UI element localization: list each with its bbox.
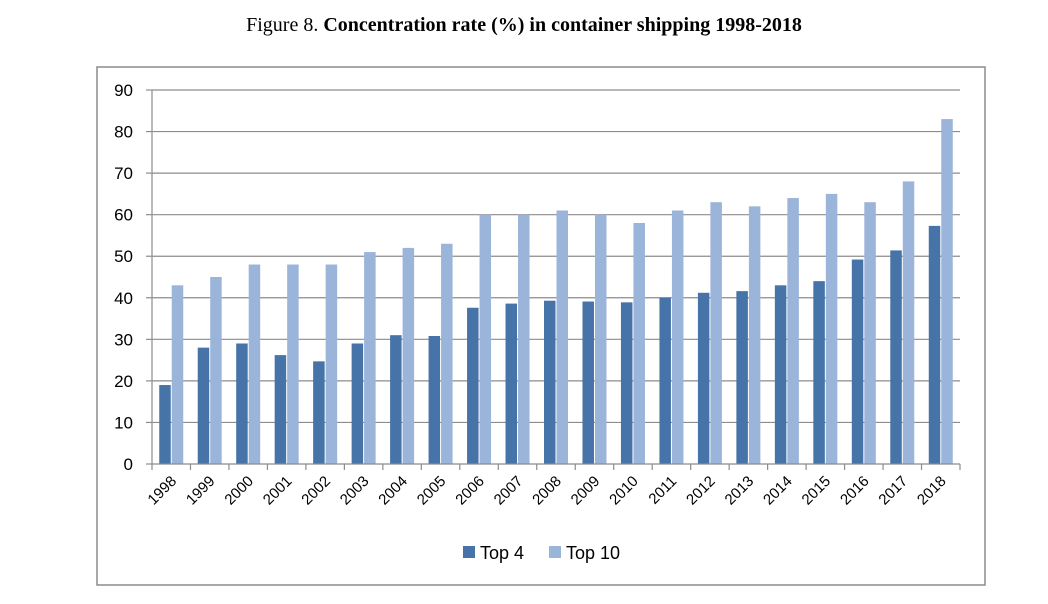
bar-top-10-2016 [864,202,876,464]
bar-top-4-2007 [505,303,518,464]
bar-top-10-2014 [787,198,799,465]
y-tick-label: 80 [114,123,133,142]
figure-title: Figure 8. Concentration rate (%) in cont… [0,14,1048,37]
bar-top-10-2013 [748,206,761,464]
bar-top-4-2018 [928,225,941,464]
legend-label: Top 10 [566,543,620,563]
y-tick-label: 60 [114,206,133,225]
bar-top-4-2014 [774,285,787,464]
bar-top-10-2001 [287,264,299,464]
bar-top-10-2011 [671,210,684,464]
bar-top-10-1999 [210,277,222,464]
y-tick-labels: 0 10 20 30 40 50 60 70 80 90 [114,81,133,474]
bar-top-4-2001 [274,355,287,464]
bar-top-10-2008 [556,210,568,464]
y-tick-label: 30 [114,330,133,349]
bar-top-4-2000 [236,343,248,464]
y-tick-label: 70 [114,164,133,183]
bar-top-4-2005 [428,336,441,464]
figure-label: Figure 8. [246,14,319,36]
gridlines [152,89,960,424]
bar-top-10-1998 [171,285,184,464]
y-tick-label: 0 [124,455,133,474]
bar-top-4-2013 [736,291,748,464]
bar-top-4-2017 [890,250,902,464]
bar-top-4-1999 [197,347,210,464]
bar-top-4-2011 [659,297,671,464]
bar-top-4-2008 [544,300,556,464]
legend-swatch-top-4 [463,546,475,558]
legend-swatch-top-10 [549,546,561,558]
bar-top-10-2009 [594,214,607,464]
bar-top-4-2010 [620,302,633,464]
bars [159,119,953,465]
bar-top-10-2012 [710,202,722,464]
y-tick-label: 10 [114,413,133,432]
bar-top-10-2004 [402,247,415,464]
bar-top-10-2002 [325,264,338,464]
figure-title-text: Concentration rate (%) in container ship… [323,14,802,36]
bar-top-10-2010 [633,222,645,464]
bar-top-4-2004 [390,335,402,464]
y-tick-label: 90 [114,81,133,100]
bar-top-10-2007 [518,214,530,464]
bar-top-10-2005 [441,243,453,464]
y-tick-label: 20 [114,372,133,391]
y-tick-label: 50 [114,247,133,266]
bar-top-4-2016 [851,259,864,464]
bar-top-4-2015 [813,281,825,464]
bar-top-10-2006 [479,214,492,464]
y-tick-label: 40 [114,289,133,308]
bar-top-4-2009 [582,301,594,464]
bar-top-4-2003 [351,343,364,464]
axes [146,89,961,470]
legend: Top 4 Top 10 [463,543,620,563]
bar-top-10-2018 [941,119,953,464]
bar-top-10-2003 [364,252,376,464]
bar-top-10-2000 [248,264,261,464]
bar-top-10-2017 [902,181,915,464]
legend-label: Top 4 [480,543,524,563]
bar-top-4-1998 [159,385,171,464]
bar-top-4-2002 [313,361,325,464]
bar-top-10-2015 [825,193,838,464]
bar-top-4-2012 [697,292,710,464]
bar-top-4-2006 [467,307,479,464]
